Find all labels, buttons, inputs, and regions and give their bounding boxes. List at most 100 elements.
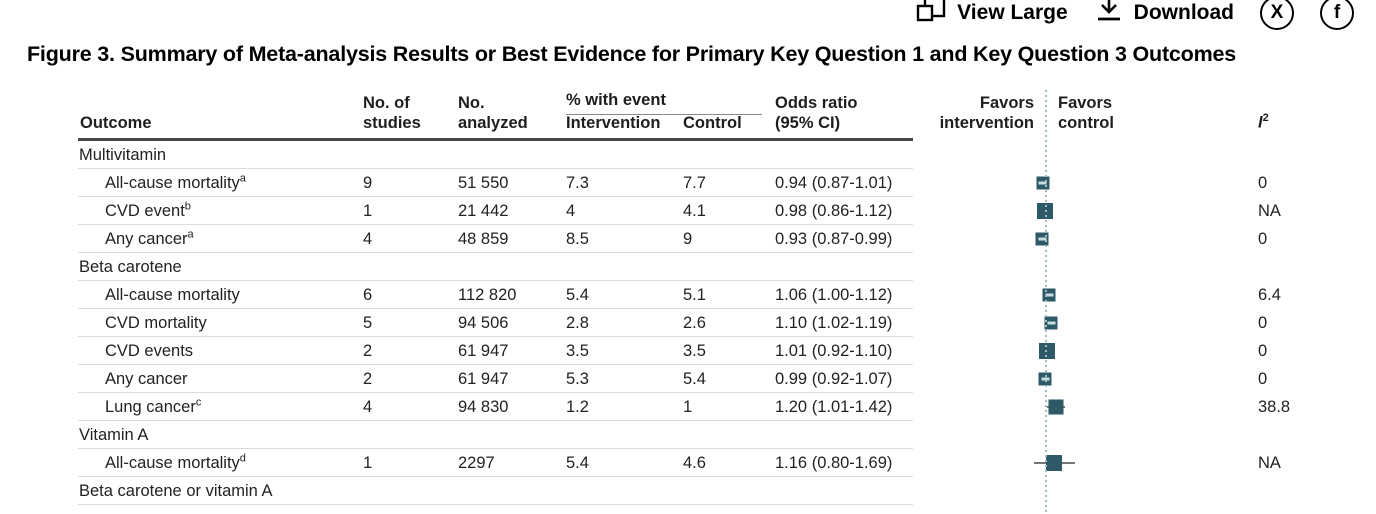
table-row: All-cause mortalityd 1 2297 5.4 4.6 1.16 (0.8…: [78, 449, 1376, 477]
no-of-studies-cell: 2: [363, 341, 373, 360]
outcome-cell: Beta carotene: [79, 257, 182, 276]
download-button[interactable]: Download: [1094, 0, 1234, 32]
intervention-pct-cell: 5.3: [566, 369, 589, 388]
outcome-cell: CVD eventb: [105, 200, 191, 220]
control-pct-cell: 5.4: [683, 369, 706, 388]
forest-plot-cell: [913, 281, 1138, 309]
outcome-cell: All-cause mortality: [105, 285, 240, 304]
header-outcome: Outcome: [80, 113, 152, 132]
outcome-cell: All-cause mortalityd: [105, 452, 246, 472]
header-favors-intervention: Favors intervention: [939, 94, 1034, 132]
control-pct-cell: 3.5: [683, 341, 706, 360]
table-row: All-cause mortality 6 112 820 5.4 5.1 1.06 (1…: [78, 281, 1376, 309]
header-i2: I2: [1258, 112, 1269, 132]
table-row: Any cancer 2 61 947 5.3 5.4 0.99 (0.92-1.07) 0: [78, 365, 1376, 393]
control-pct-cell: 2.6: [683, 313, 706, 332]
forest-plot-cell: [913, 225, 1138, 253]
footnote-marker: c: [195, 396, 202, 408]
odds-ratio-cell: 0.94 (0.87-1.01): [775, 173, 893, 192]
row-divider: [78, 448, 913, 449]
outcome-cell: CVD events: [105, 341, 194, 360]
header-no-of-studies: No. of studies: [363, 94, 421, 132]
i2-cell: 0: [1258, 229, 1268, 248]
figure-toolbar: View Large Download X f: [915, 0, 1354, 32]
row-divider: [78, 336, 913, 337]
odds-ratio-cell: 0.99 (0.92-1.07): [775, 369, 893, 388]
header-pct-with-event: % with event: [566, 91, 666, 109]
table-row: CVD mortality 5 94 506 2.8 2.6 1.10 (1.02-1.1…: [78, 309, 1376, 337]
intervention-pct-cell: 3.5: [566, 341, 589, 360]
odds-ratio-cell: 1.20 (1.01-1.42): [775, 397, 893, 416]
table-row: All-cause mortalitya 9 51 550 7.3 7.7 0.94 (0…: [78, 169, 1376, 197]
share-x-button[interactable]: X: [1260, 0, 1294, 30]
x-icon: X: [1270, 2, 1284, 23]
no-analyzed-cell: 48 859: [458, 229, 509, 248]
group-row: Beta carotene: [78, 253, 1376, 281]
group-row: Multivitamin: [78, 141, 1376, 169]
expand-icon: [915, 0, 947, 32]
footnote-marker: d: [239, 452, 246, 464]
forest-plot-cell: [913, 197, 1138, 225]
no-of-studies-cell: 1: [363, 201, 373, 220]
figure-title: Figure 3. Summary of Meta-analysis Resul…: [27, 42, 1237, 66]
forest-plot-figure: Outcome No. of studies No. analyzed % with…: [78, 90, 1376, 514]
table-header: Outcome No. of studies No. analyzed % with…: [78, 90, 1376, 141]
or-marker: [1036, 203, 1053, 219]
row-divider: [78, 364, 913, 365]
intervention-pct-cell: 7.3: [566, 173, 589, 192]
i2-cell: 0: [1258, 369, 1268, 388]
pct-with-event-underline: [566, 114, 762, 115]
i2-cell: 0: [1258, 313, 1268, 332]
outcome-cell: Vitamin A: [79, 425, 149, 444]
group-row: Beta carotene or vitamin A: [78, 477, 1376, 505]
row-divider: [78, 392, 913, 393]
view-large-button[interactable]: View Large: [915, 0, 1068, 32]
table-row: CVD eventb 1 21 442 4 4.1 0.98 (0.86-1.12) NA: [78, 197, 1376, 225]
header-rule: [78, 138, 913, 141]
intervention-pct-cell: 1.2: [566, 397, 589, 416]
row-divider: [78, 196, 913, 197]
no-analyzed-cell: 51 550: [458, 173, 509, 192]
intervention-pct-cell: 5.4: [566, 285, 589, 304]
row-divider: [78, 224, 913, 225]
outcome-cell: Beta carotene or vitamin A: [79, 481, 273, 500]
or-marker: [1036, 176, 1050, 190]
outcome-cell: CVD mortality: [105, 313, 207, 332]
odds-ratio-cell: 1.10 (1.02-1.19): [775, 313, 893, 332]
row-divider: [78, 476, 913, 477]
no-analyzed-cell: 112 820: [458, 285, 517, 304]
no-of-studies-cell: 1: [363, 453, 373, 472]
outcome-cell: Lung cancerc: [105, 396, 202, 416]
no-of-studies-cell: 9: [363, 173, 373, 192]
i2-cell: 0: [1258, 173, 1268, 192]
no-of-studies-cell: 5: [363, 313, 373, 332]
marker-dash: [1047, 321, 1056, 325]
view-large-label: View Large: [957, 1, 1068, 24]
no-analyzed-cell: 94 830: [458, 397, 509, 416]
i2-cell: 6.4: [1258, 285, 1281, 304]
forest-plot-cell: [913, 393, 1138, 421]
no-analyzed-cell: 61 947: [458, 341, 509, 360]
control-pct-cell: 1: [683, 397, 693, 416]
control-pct-cell: 5.1: [683, 285, 706, 304]
odds-ratio-cell: 1.01 (0.92-1.10): [775, 341, 893, 360]
control-pct-cell: 4.6: [683, 453, 706, 472]
i2-cell: 0: [1258, 341, 1268, 360]
row-divider: [78, 168, 913, 169]
marker-dash: [1038, 181, 1047, 185]
no-of-studies-cell: 4: [363, 229, 373, 248]
i2-cell: NA: [1258, 453, 1281, 472]
table-row: CVD events 2 61 947 3.5 3.5 1.01 (0.92-1.10) 0: [78, 337, 1376, 365]
download-label: Download: [1133, 1, 1234, 24]
forest-plot-cell: [913, 337, 1138, 365]
facebook-icon: f: [1333, 2, 1341, 23]
footnote-marker: a: [239, 172, 246, 184]
no-of-studies-cell: 2: [363, 369, 373, 388]
share-facebook-button[interactable]: f: [1320, 0, 1354, 30]
table-row: Lung cancerc 4 94 830 1.2 1 1.20 (1.01-1.42) 3…: [78, 393, 1376, 421]
intervention-pct-cell: 8.5: [566, 229, 589, 248]
row-divider: [78, 252, 913, 253]
no-analyzed-cell: 61 947: [458, 369, 509, 388]
i2-cell: 38.8: [1258, 397, 1291, 416]
control-pct-cell: 7.7: [683, 173, 706, 192]
